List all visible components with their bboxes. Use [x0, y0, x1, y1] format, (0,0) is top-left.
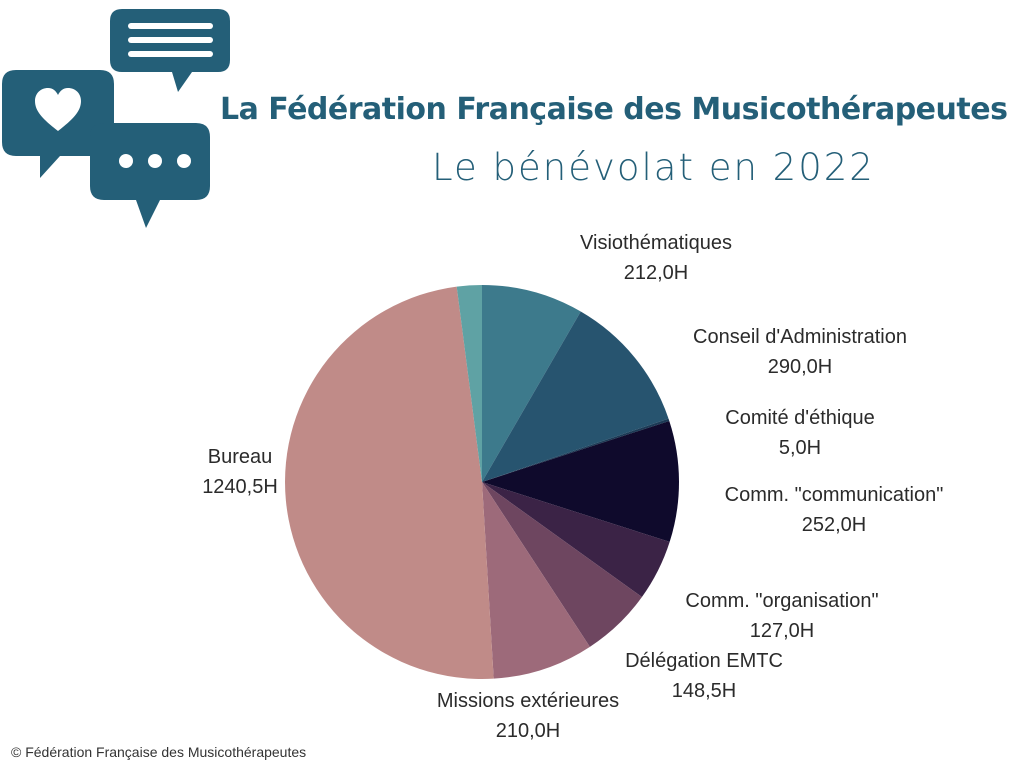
pie-slice-comm-communication	[482, 420, 679, 542]
speech-bubble-heart-icon	[2, 70, 114, 178]
slice-label-value: 252,0H	[801, 514, 867, 536]
slice-label-value: 148,5H	[671, 680, 737, 702]
slice-label-name: Missions extérieures	[436, 690, 620, 712]
pie-slice-unlabeled	[456, 285, 482, 482]
slice-label: Visiothématiques 212,0H	[580, 228, 732, 288]
slice-label: Conseil d'Administration 290,0H	[693, 322, 907, 382]
slice-label-value: 1240,5H	[202, 476, 278, 498]
pie-slice-d-l-gation-emtc	[482, 482, 642, 647]
slice-label-name: Bureau	[207, 446, 273, 468]
copyright-footer: © Fédération Française des Musicothérape…	[11, 744, 307, 760]
slice-label-name: Conseil d'Administration	[693, 326, 907, 348]
page-subtitle: Le bénévolat en 2022	[432, 146, 875, 189]
slice-label: Missions extérieures 210,0H	[437, 686, 619, 746]
slice-label-value: 290,0H	[767, 356, 833, 378]
slice-label-value: 5,0H	[778, 437, 822, 459]
slice-label: Comm. "communication" 252,0H	[725, 480, 944, 540]
slice-label-value: 212,0H	[623, 262, 689, 284]
slice-label-name: Comité d'éthique	[725, 407, 875, 429]
pie-slice-missions-ext-rieures	[482, 482, 590, 679]
slice-label: Comité d'éthique 5,0H	[725, 403, 874, 463]
pie-slice-conseil-d-administration	[482, 311, 669, 482]
page-title: La Fédération Française des Musicothérap…	[220, 92, 1008, 127]
pie-slice-visioth-matiques	[482, 285, 581, 482]
speech-bubble-lines-icon	[110, 9, 230, 92]
slice-label: Bureau 1240,5H	[202, 442, 278, 502]
slice-label-value: 127,0H	[749, 620, 815, 642]
slice-label-name: Comm. "communication"	[724, 484, 944, 506]
slice-label: Comm. "organisation" 127,0H	[685, 586, 878, 646]
pie-slice-bureau	[285, 286, 494, 679]
slice-label-name: Visiothématiques	[580, 232, 732, 254]
pie-slice-comit-d-thique	[482, 418, 670, 482]
slice-label-name: Délégation EMTC	[625, 650, 783, 672]
pie-slice-comm-organisation	[482, 482, 670, 598]
speech-bubbles-logo	[2, 9, 230, 228]
slice-label-name: Comm. "organisation"	[685, 590, 879, 612]
slice-label: Délégation EMTC 148,5H	[625, 646, 783, 706]
slice-label-value: 210,0H	[495, 720, 561, 742]
speech-bubble-dots-icon	[90, 123, 210, 228]
